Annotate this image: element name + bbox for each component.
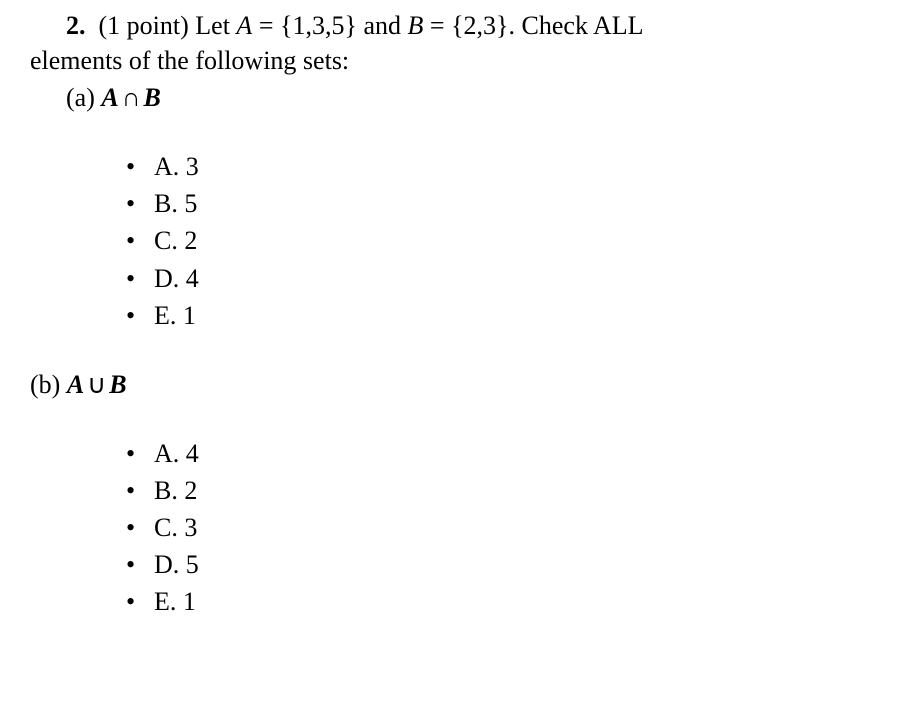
part-b-left: A: [67, 370, 84, 399]
set-A-def: {1,3,5}: [280, 11, 357, 40]
option-value: 4: [186, 264, 199, 293]
list-item[interactable]: D. 5: [126, 547, 870, 582]
equals-2: =: [430, 11, 445, 40]
option-value: 1: [183, 301, 196, 330]
list-item[interactable]: C. 2: [126, 223, 870, 258]
option-label: B.: [154, 476, 178, 505]
part-a-left: A: [101, 83, 118, 112]
stem-suffix: . Check ALL: [509, 11, 644, 40]
set-B-def: {2,3}: [451, 11, 508, 40]
list-item[interactable]: B. 5: [126, 186, 870, 221]
question-stem-line1: 2. (1 point) Let A = {1,3,5} and B = {2,…: [30, 8, 870, 43]
list-item[interactable]: A. 3: [126, 149, 870, 184]
option-label: A.: [154, 439, 179, 468]
part-b-options: A. 4 B. 2 C. 3 D. 5 E. 1: [126, 436, 870, 619]
page: 2. (1 point) Let A = {1,3,5} and B = {2,…: [0, 0, 900, 673]
part-b-right: B: [109, 370, 126, 399]
list-item[interactable]: C. 3: [126, 510, 870, 545]
option-value: 5: [186, 550, 199, 579]
set-B-name: B: [408, 11, 424, 40]
option-value: 2: [184, 476, 197, 505]
list-item[interactable]: E. 1: [126, 584, 870, 619]
option-label: D.: [154, 550, 179, 579]
option-value: 2: [184, 226, 197, 255]
option-label: C.: [154, 513, 178, 542]
option-value: 1: [183, 587, 196, 616]
option-label: A.: [154, 152, 179, 181]
part-b-label: (b) A∪B: [30, 367, 870, 402]
points-label: (1 point): [99, 11, 189, 40]
union-icon: ∪: [87, 370, 106, 399]
and-word: and: [363, 11, 401, 40]
part-b-prefix: (b): [30, 370, 60, 399]
set-A-name: A: [236, 11, 252, 40]
intersection-icon: ∩: [122, 83, 141, 112]
option-label: E.: [154, 301, 176, 330]
list-item[interactable]: B. 2: [126, 473, 870, 508]
question-number: 2.: [66, 11, 86, 40]
stem-prefix: Let: [195, 11, 230, 40]
part-a-right: B: [143, 83, 160, 112]
option-value: 5: [184, 189, 197, 218]
part-a-prefix: (a): [66, 83, 95, 112]
option-value: 4: [186, 439, 199, 468]
option-value: 3: [186, 152, 199, 181]
option-label: E.: [154, 587, 176, 616]
part-a-label: (a) A∩B: [66, 80, 870, 115]
option-label: B.: [154, 189, 178, 218]
option-label: D.: [154, 264, 179, 293]
question-stem-line2: elements of the following sets:: [30, 43, 870, 78]
list-item[interactable]: A. 4: [126, 436, 870, 471]
equals-1: =: [259, 11, 274, 40]
option-label: C.: [154, 226, 178, 255]
part-a-options: A. 3 B. 5 C. 2 D. 4 E. 1: [126, 149, 870, 332]
option-value: 3: [184, 513, 197, 542]
list-item[interactable]: E. 1: [126, 298, 870, 333]
list-item[interactable]: D. 4: [126, 261, 870, 296]
